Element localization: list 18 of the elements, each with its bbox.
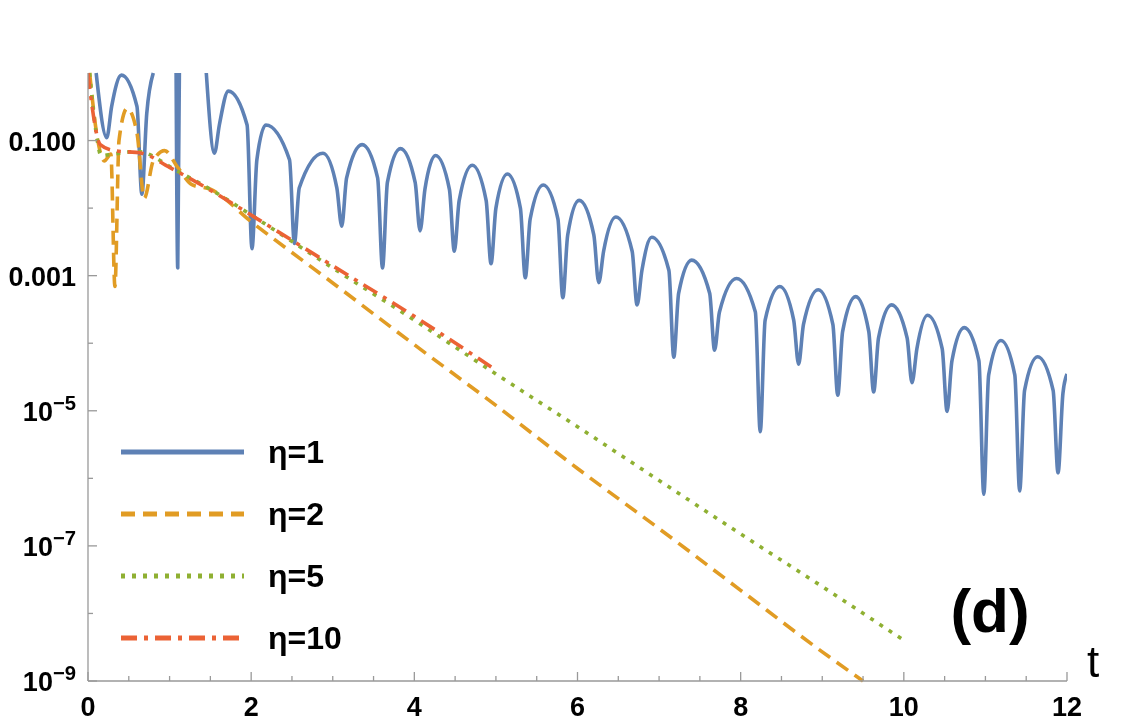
y-tick-label: 0.100 [8,126,76,157]
x-tick-label: 8 [733,692,749,722]
y-tick-label: 10$^{−5}$ [22,391,76,427]
x-tick-label: 12 [1051,692,1083,722]
legend-label: η=2 [268,496,325,532]
x-tick-label: 10 [888,692,919,722]
x-tick-label: 0 [80,692,96,722]
x-tick-label: 2 [243,692,259,722]
annotation: (d) [950,576,1030,645]
y-tick-label: 10$^{−9}$ [22,662,76,697]
x-tick-label: 4 [406,692,422,722]
legend-label: η=1 [268,434,325,470]
x-tick-label: 6 [569,692,586,722]
y-tick-label: 10$^{−7}$ [22,526,76,562]
x-axis-title: t [1086,637,1100,686]
legend-label: η=10 [268,620,342,656]
legend-label: η=5 [268,558,325,594]
y-tick-label: 0.001 [8,261,76,292]
